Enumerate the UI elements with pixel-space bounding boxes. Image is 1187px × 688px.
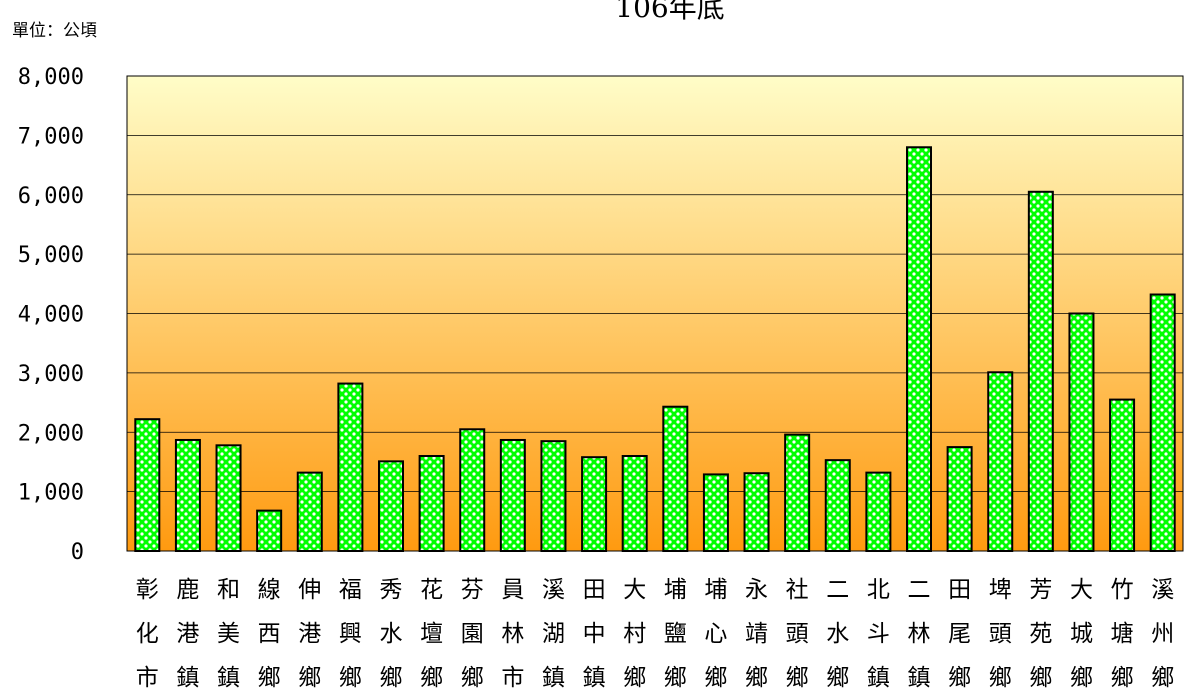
x-category-label: 大城鄉 (1070, 577, 1093, 688)
bar-埔心鄉 (702, 473, 729, 552)
x-category-label: 二水鄉 (826, 577, 849, 688)
x-category-label: 田中鎮 (583, 577, 606, 688)
bar-田中鎮 (581, 456, 608, 552)
x-category-label: 芳苑鄉 (1029, 577, 1052, 688)
bar-大城鄉 (1068, 312, 1095, 552)
y-tick-label: 8,000 (18, 65, 84, 90)
chart-title: 106年底 (615, 0, 725, 24)
y-tick-label: 7,000 (18, 124, 84, 149)
bar-二林鎮 (906, 146, 932, 552)
x-category-label: 花壇鄉 (420, 577, 443, 688)
x-category-label: 和美鎮 (217, 577, 240, 688)
x-category-label: 溪州鄉 (1151, 577, 1174, 688)
bar-二水鄉 (824, 459, 851, 552)
bar-和美鎮 (215, 444, 242, 552)
y-tick-label: 4,000 (18, 303, 84, 328)
bar-北斗鎮 (865, 471, 892, 552)
y-tick-label: 6,000 (18, 184, 84, 209)
x-category-label: 鹿港鎮 (176, 577, 199, 688)
x-category-label: 北斗鎮 (867, 577, 890, 688)
x-category-label: 線西鄉 (258, 577, 281, 688)
bar-溪州鄉 (1149, 293, 1176, 552)
x-category-label: 大村鄉 (623, 577, 646, 688)
x-category-label: 埤頭鄉 (989, 577, 1012, 688)
bar-溪湖鎮 (540, 440, 567, 552)
bar-田尾鄉 (946, 446, 973, 552)
bar-竹塘鄉 (1109, 398, 1136, 552)
x-category-label: 員林市 (501, 577, 524, 688)
bar-伸港鄉 (296, 471, 323, 552)
bar-秀水鄉 (378, 460, 404, 552)
y-tick-label: 5,000 (18, 243, 84, 268)
x-category-label: 芬園鄉 (461, 577, 484, 688)
x-category-label: 埔鹽鄉 (664, 577, 687, 688)
x-category-label: 伸港鄉 (298, 577, 321, 688)
y-tick-label: 0 (71, 540, 84, 565)
y-tick-label: 3,000 (18, 362, 84, 387)
unit-label: 單位：公頃 (12, 21, 97, 41)
bar-線西鄉 (256, 509, 283, 552)
bar-芳苑鄉 (1027, 190, 1054, 552)
x-category-label: 埔心鄉 (704, 577, 727, 688)
bar-埔鹽鄉 (662, 405, 689, 552)
x-category-label: 福興鄉 (339, 577, 362, 688)
x-category-label: 彰化市 (136, 577, 159, 688)
bar-鹿港鎮 (174, 438, 201, 552)
bar-彰化市 (134, 418, 161, 552)
x-category-label: 社頭鄉 (786, 577, 809, 688)
bar-花壇鄉 (418, 455, 445, 552)
x-category-label: 二林鎮 (908, 577, 931, 688)
x-category-label: 永靖鄉 (745, 577, 768, 688)
x-category-label: 溪湖鎮 (542, 577, 565, 688)
x-category-label: 秀水鄉 (380, 577, 403, 688)
bar-永靖鄉 (743, 472, 770, 552)
bar-員林市 (499, 438, 526, 552)
bar-社頭鄉 (784, 433, 811, 552)
bar-埤頭鄉 (987, 371, 1014, 552)
x-category-label: 田尾鄉 (948, 577, 971, 688)
plot-frame (126, 75, 1184, 552)
y-tick-label: 1,000 (18, 481, 84, 506)
bar-福興鄉 (337, 382, 364, 552)
bar-芬園鄉 (459, 428, 486, 552)
bar-大村鄉 (621, 455, 648, 552)
y-tick-label: 2,000 (18, 421, 84, 446)
x-category-label: 竹塘鄉 (1111, 577, 1134, 688)
